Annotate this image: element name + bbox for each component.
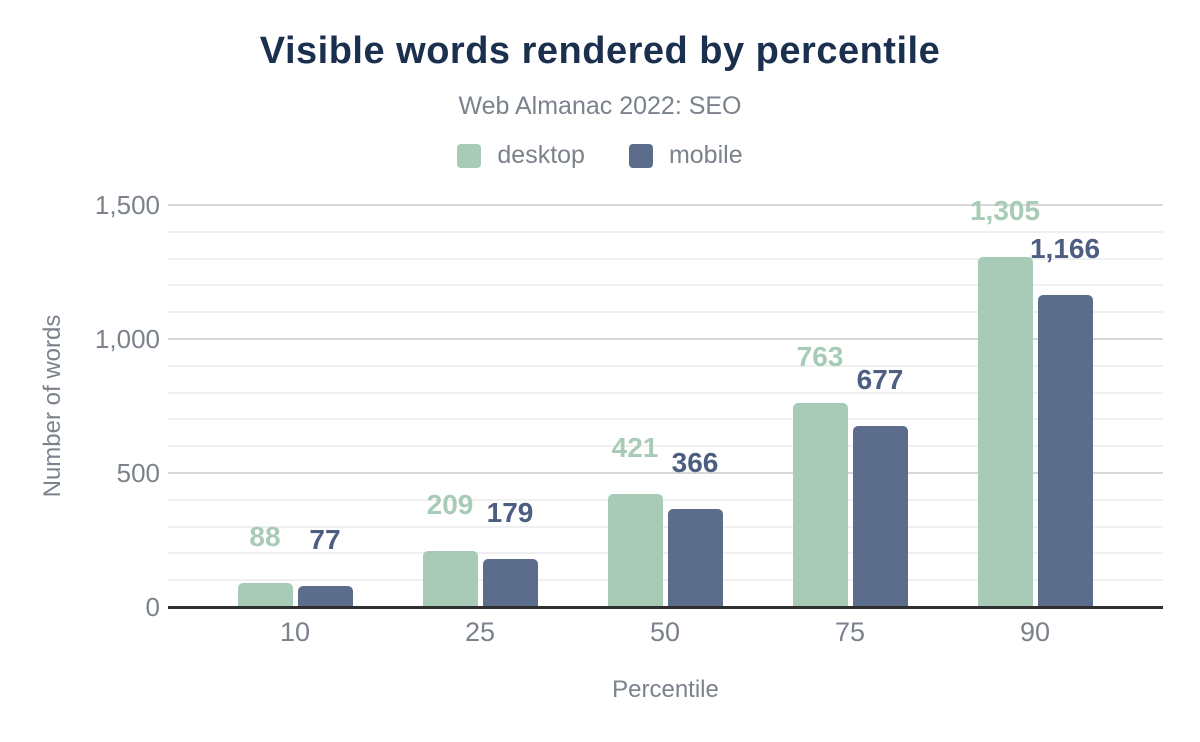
x-tick-label: 90: [1019, 617, 1051, 647]
legend-swatch-desktop-icon: [457, 143, 482, 168]
minor-gridline: [168, 364, 1163, 367]
legend: desktop mobile: [0, 141, 1200, 170]
chart-subtitle: Web Almanac 2022: SEO: [458, 92, 742, 120]
bar-desktop-25: [422, 551, 478, 607]
x-tick-label: 75: [834, 617, 866, 647]
value-label-desktop-75: 763: [796, 341, 844, 372]
minor-gridline: [168, 418, 1163, 421]
major-gridline: [168, 472, 1163, 474]
value-label-mobile-50: 366: [671, 447, 719, 478]
bar-desktop-75: [792, 403, 848, 607]
bar-desktop-90: [977, 257, 1033, 607]
value-label-mobile-90: 1,166: [1029, 233, 1101, 264]
bar-mobile-10: [297, 586, 353, 607]
bar-desktop-50: [607, 494, 663, 607]
x-axis-line: [168, 606, 1163, 609]
major-gridline: [168, 338, 1163, 340]
minor-gridline: [168, 552, 1163, 555]
bar-mobile-75: [852, 426, 908, 607]
value-label-desktop-10: 88: [249, 521, 281, 552]
minor-gridline: [168, 579, 1163, 582]
chart-title: Visible words rendered by percentile: [259, 30, 941, 72]
value-label-desktop-50: 421: [611, 432, 659, 463]
minor-gridline: [168, 391, 1163, 394]
minor-gridline: [168, 445, 1163, 448]
minor-gridline: [168, 498, 1163, 501]
bar-desktop-10: [237, 583, 293, 607]
x-tick-label: 10: [279, 617, 311, 647]
legend-item-desktop: desktop: [457, 141, 585, 170]
bar-mobile-90: [1037, 295, 1093, 607]
y-tick-label: 0: [145, 592, 160, 622]
major-gridline: [168, 204, 1163, 206]
y-tick-label: 1,500: [94, 190, 160, 220]
x-tick-label: 25: [464, 617, 496, 647]
y-tick-label: 500: [116, 458, 160, 488]
x-axis-title: Percentile: [612, 676, 719, 703]
value-label-mobile-25: 179: [486, 497, 534, 528]
x-tick-label: 50: [649, 617, 681, 647]
minor-gridline: [168, 311, 1163, 314]
legend-item-mobile: mobile: [628, 141, 743, 170]
bar-mobile-50: [667, 509, 723, 607]
minor-gridline: [168, 284, 1163, 287]
y-tick-label: 1,000: [94, 324, 160, 354]
legend-label-desktop: desktop: [497, 141, 585, 169]
legend-label-mobile: mobile: [668, 141, 743, 169]
value-label-mobile-75: 677: [856, 364, 904, 395]
value-label-desktop-90: 1,305: [969, 195, 1041, 226]
value-label-desktop-25: 209: [426, 489, 474, 520]
legend-swatch-mobile-icon: [628, 143, 653, 168]
bar-mobile-25: [482, 559, 538, 607]
minor-gridline: [168, 230, 1163, 233]
value-label-mobile-10: 77: [309, 524, 341, 555]
minor-gridline: [168, 257, 1163, 260]
minor-gridline: [168, 525, 1163, 528]
